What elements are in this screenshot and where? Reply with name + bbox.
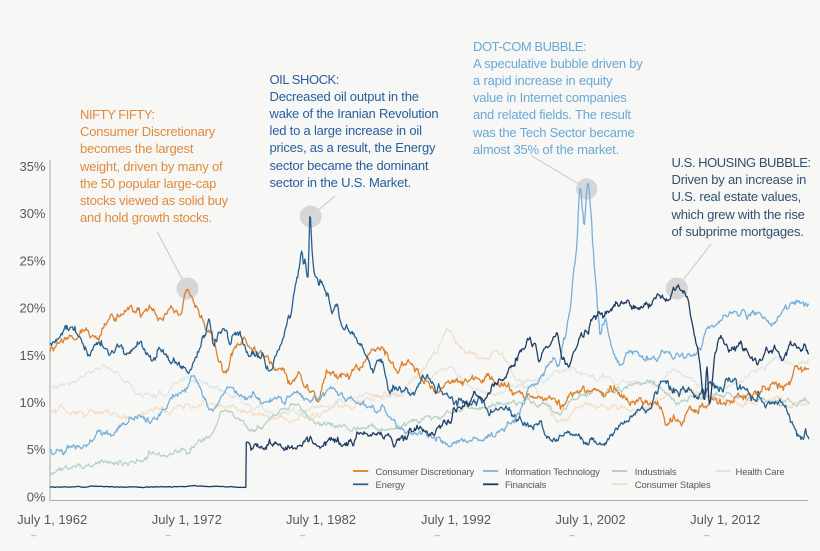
svg-text:July 1, 2002: July 1, 2002 (556, 512, 626, 527)
svg-text:Industrials: Industrials (635, 467, 677, 478)
svg-text:July 1, 1962: July 1, 1962 (17, 512, 87, 527)
svg-text:July 1, 1982: July 1, 1982 (286, 512, 356, 527)
svg-text:20%: 20% (19, 301, 45, 316)
svg-text:10%: 10% (19, 395, 45, 410)
svg-text:Energy: Energy (376, 480, 406, 491)
svg-text:Financials: Financials (505, 480, 547, 491)
svg-text:35%: 35% (19, 159, 45, 174)
svg-text:July 1, 1972: July 1, 1972 (152, 512, 222, 527)
svg-text:30%: 30% (19, 206, 45, 221)
svg-text:July 1, 1992: July 1, 1992 (421, 512, 491, 527)
svg-text:15%: 15% (19, 348, 45, 363)
svg-text:Information Technology: Information Technology (505, 467, 600, 478)
svg-text:5%: 5% (27, 442, 46, 457)
svg-text:Health Care: Health Care (736, 467, 785, 478)
svg-text:Consumer Staples: Consumer Staples (635, 480, 711, 491)
svg-text:July 1, 2012: July 1, 2012 (690, 512, 760, 527)
svg-text:0%: 0% (27, 489, 46, 504)
svg-text:Consumer Discretionary: Consumer Discretionary (376, 467, 475, 478)
svg-text:25%: 25% (19, 253, 45, 268)
